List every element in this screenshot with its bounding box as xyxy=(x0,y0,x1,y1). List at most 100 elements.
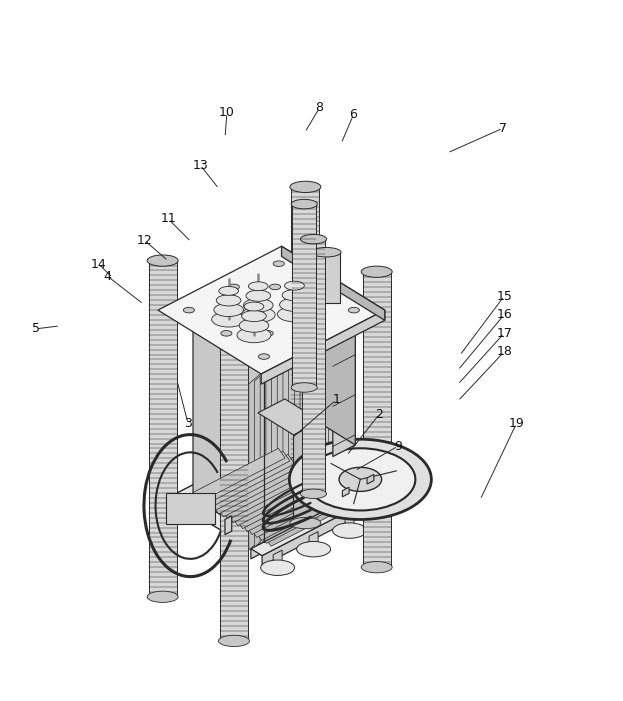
Text: 9: 9 xyxy=(394,440,402,453)
Ellipse shape xyxy=(237,327,271,343)
Ellipse shape xyxy=(280,298,309,311)
Ellipse shape xyxy=(214,304,244,317)
Ellipse shape xyxy=(244,299,273,312)
Polygon shape xyxy=(260,489,352,543)
Polygon shape xyxy=(264,327,350,542)
Polygon shape xyxy=(189,498,197,518)
Polygon shape xyxy=(277,356,293,536)
Ellipse shape xyxy=(289,440,431,519)
Text: 14: 14 xyxy=(90,257,107,271)
Ellipse shape xyxy=(311,247,341,257)
Polygon shape xyxy=(179,498,264,549)
Ellipse shape xyxy=(282,290,307,301)
Ellipse shape xyxy=(249,282,268,291)
Polygon shape xyxy=(240,478,333,531)
Text: 8: 8 xyxy=(315,102,323,114)
Ellipse shape xyxy=(300,489,326,498)
Polygon shape xyxy=(255,486,347,540)
Ellipse shape xyxy=(300,234,326,244)
Polygon shape xyxy=(207,457,300,511)
Polygon shape xyxy=(282,246,385,320)
Text: 3: 3 xyxy=(184,417,192,430)
Polygon shape xyxy=(306,341,321,521)
Text: 5: 5 xyxy=(32,322,39,335)
Polygon shape xyxy=(249,371,264,550)
Text: 10: 10 xyxy=(219,107,235,119)
Polygon shape xyxy=(231,472,323,526)
Text: 19: 19 xyxy=(508,417,525,430)
Polygon shape xyxy=(283,353,298,532)
Polygon shape xyxy=(273,550,282,570)
Polygon shape xyxy=(251,491,374,556)
Ellipse shape xyxy=(361,266,392,278)
Ellipse shape xyxy=(290,517,321,529)
Ellipse shape xyxy=(228,284,239,290)
Ellipse shape xyxy=(303,331,315,336)
Ellipse shape xyxy=(244,302,264,311)
Text: 12: 12 xyxy=(137,234,153,247)
Ellipse shape xyxy=(246,290,270,301)
Polygon shape xyxy=(220,325,248,641)
Ellipse shape xyxy=(291,199,317,209)
Polygon shape xyxy=(245,481,338,534)
Text: 7: 7 xyxy=(499,122,507,135)
Polygon shape xyxy=(313,252,340,303)
Text: 15: 15 xyxy=(496,290,512,303)
Polygon shape xyxy=(363,272,391,567)
Polygon shape xyxy=(250,484,342,538)
Text: 13: 13 xyxy=(193,158,208,172)
Polygon shape xyxy=(334,327,350,506)
Ellipse shape xyxy=(348,307,359,313)
Polygon shape xyxy=(288,350,304,529)
Polygon shape xyxy=(343,487,349,497)
Ellipse shape xyxy=(307,307,318,313)
Ellipse shape xyxy=(212,312,245,327)
Polygon shape xyxy=(293,421,320,526)
Ellipse shape xyxy=(219,287,239,295)
Polygon shape xyxy=(345,513,354,533)
Polygon shape xyxy=(328,329,344,509)
Ellipse shape xyxy=(147,591,178,602)
Polygon shape xyxy=(168,440,374,556)
Polygon shape xyxy=(262,498,374,566)
Ellipse shape xyxy=(311,284,322,290)
Polygon shape xyxy=(166,494,215,524)
Ellipse shape xyxy=(361,562,392,573)
Polygon shape xyxy=(292,187,320,523)
Polygon shape xyxy=(225,516,232,535)
Ellipse shape xyxy=(176,508,210,523)
Polygon shape xyxy=(312,338,327,517)
Polygon shape xyxy=(260,461,270,481)
Polygon shape xyxy=(148,261,177,597)
Polygon shape xyxy=(193,327,264,542)
Ellipse shape xyxy=(290,182,321,193)
Text: 6: 6 xyxy=(350,108,358,121)
Polygon shape xyxy=(226,469,318,523)
Polygon shape xyxy=(261,310,385,384)
Ellipse shape xyxy=(291,383,317,393)
Polygon shape xyxy=(260,365,276,544)
Ellipse shape xyxy=(219,635,249,646)
Ellipse shape xyxy=(270,284,280,290)
Text: 11: 11 xyxy=(160,212,176,226)
Ellipse shape xyxy=(339,468,382,491)
Polygon shape xyxy=(168,440,292,505)
Polygon shape xyxy=(302,239,325,494)
Text: 4: 4 xyxy=(104,270,112,283)
Ellipse shape xyxy=(248,470,282,486)
Polygon shape xyxy=(258,399,320,435)
Text: 1: 1 xyxy=(332,393,340,407)
Polygon shape xyxy=(280,440,374,508)
Ellipse shape xyxy=(241,307,275,322)
Polygon shape xyxy=(317,335,333,515)
Ellipse shape xyxy=(277,306,312,322)
Polygon shape xyxy=(254,367,270,547)
Polygon shape xyxy=(217,463,309,517)
Text: 2: 2 xyxy=(376,407,383,421)
Polygon shape xyxy=(318,281,355,445)
Ellipse shape xyxy=(221,331,232,336)
Polygon shape xyxy=(309,531,318,552)
Polygon shape xyxy=(294,347,310,526)
Ellipse shape xyxy=(259,354,270,360)
Polygon shape xyxy=(292,204,316,388)
